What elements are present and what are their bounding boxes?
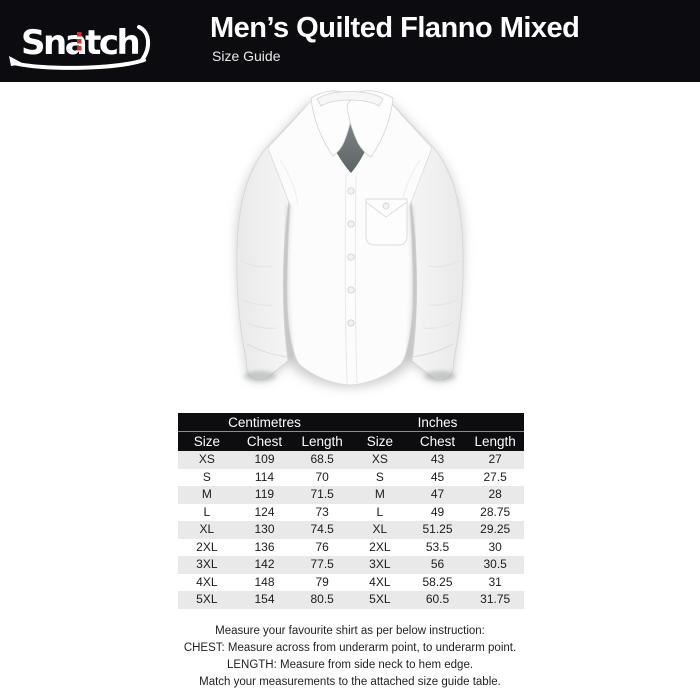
logo-swoosh-icon: [9, 25, 150, 70]
column-header: Length: [301, 434, 343, 449]
table-row: 5XL 154 80.5 5XL 60.5 31.75: [178, 591, 524, 609]
table-cell: XS: [371, 452, 388, 466]
table-cell: 114: [254, 469, 275, 484]
table-cell: 27: [488, 452, 502, 466]
table-cell: 2XL: [196, 539, 218, 554]
table-cell: 3XL: [196, 557, 218, 571]
table-row: XS 109 68.5 XS 43 27: [178, 451, 524, 469]
page-title: Men’s Quilted Flanno Mixed: [210, 12, 580, 44]
table-cell: 45: [430, 469, 445, 484]
table-column-header-row: Size Chest Length Size Chest Length: [178, 432, 524, 451]
table-cell: L: [203, 504, 211, 519]
table-cell: XL: [199, 522, 215, 536]
table-cell: M: [374, 487, 385, 501]
table-cell: 28.75: [480, 504, 511, 519]
table-row: 3XL 142 77.5 3XL 56 30.5: [178, 556, 524, 574]
measuring-instructions: Measure your favourite shirt as per belo…: [0, 623, 700, 691]
table-cell: S: [202, 469, 211, 484]
table-cell: 30.5: [483, 557, 507, 571]
table-cell: 2XL: [369, 539, 391, 554]
table-row: 4XL 148 79 4XL 58.25 31: [178, 573, 524, 591]
table-cell: 80.5: [310, 592, 334, 606]
table-cell: 47: [430, 487, 445, 501]
table-cell: 76: [315, 539, 329, 554]
table-cell: 119: [254, 487, 275, 501]
table-cell: 5XL: [196, 592, 218, 606]
column-header: Length: [474, 434, 516, 449]
table-cell: 4XL: [369, 574, 391, 589]
table-cell: XS: [198, 452, 215, 466]
table-cell: 58.25: [422, 574, 453, 589]
table-unit-header-row: Centimetres Inches: [178, 413, 524, 432]
table-cell: M: [201, 487, 212, 501]
table-cell: 124: [254, 504, 275, 519]
table-cell: 79: [315, 574, 329, 589]
size-table-body: XS 109 68.5 XS 43 27 S 114 70 S 45 27.5 M 119 71.5 M 47 2…: [178, 451, 524, 609]
table-cell: 73: [315, 504, 329, 519]
title-block: Men’s Quilted Flanno Mixed Size Guide: [210, 11, 580, 64]
header-bar: Snatch Men’s Quilted Flanno Mixed Size G…: [0, 0, 700, 82]
shirt-buttons: [347, 187, 355, 327]
table-cell: 30: [488, 539, 502, 554]
size-guide-table: Centimetres Inches Size Chest Length Siz…: [178, 413, 524, 609]
table-cell: 56: [430, 557, 445, 571]
table-cell: 136: [254, 539, 275, 554]
table-cell: 4XL: [196, 574, 218, 589]
table-cell: 31: [488, 574, 502, 589]
table-cell: 31.75: [480, 592, 511, 606]
column-header: Size: [193, 434, 220, 449]
column-header: Chest: [419, 434, 456, 449]
shirt-placket: [344, 174, 358, 384]
table-row: S 114 70 S 45 27.5: [178, 468, 524, 486]
unit-header-inches: Inches: [417, 415, 458, 430]
table-cell: 53.5: [425, 539, 450, 554]
table-cell: 27.5: [483, 469, 507, 484]
table-cell: L: [376, 504, 384, 519]
table-cell: 43: [430, 452, 445, 466]
shirt-pocket: [365, 198, 408, 246]
logo-red-dots-icon: [77, 32, 82, 51]
page-subtitle: Size Guide: [212, 48, 281, 64]
table-cell: 28: [488, 487, 502, 501]
table-cell: 51.25: [422, 522, 453, 536]
table-cell: 130: [254, 522, 275, 536]
instruction-line: CHEST: Measure across from underarm poin…: [183, 642, 517, 654]
unit-header-centimetres: Centimetres: [228, 415, 301, 430]
table-cell: 3XL: [369, 557, 391, 571]
instruction-line: Measure your favourite shirt as per belo…: [215, 625, 485, 637]
table-row: XL 130 74.5 XL 51.25 29.25: [178, 521, 524, 539]
shirt-illustration: [236, 90, 464, 387]
column-header: Size: [366, 434, 393, 449]
table-cell: 49: [430, 504, 445, 519]
table-cell: 109: [254, 452, 275, 466]
table-cell: XL: [372, 522, 388, 536]
table-cell: 70: [315, 469, 329, 484]
table-cell: S: [375, 469, 384, 484]
table-cell: 60.5: [425, 592, 450, 606]
table-row: L 124 73 L 49 28.75: [178, 503, 524, 521]
table-cell: 5XL: [369, 592, 391, 606]
shirt-collar: [310, 90, 394, 173]
table-cell: 71.5: [310, 487, 334, 501]
table-cell: 142: [254, 557, 275, 571]
table-cell: 154: [254, 592, 275, 606]
table-cell: 74.5: [310, 522, 334, 536]
table-cell: 29.25: [480, 522, 511, 536]
column-header: Chest: [246, 434, 283, 449]
table-cell: 148: [254, 574, 275, 589]
brand-logo: Snatch: [9, 23, 150, 70]
instruction-line: LENGTH: Measure from side neck to hem ed…: [226, 659, 474, 671]
table-row: M 119 71.5 M 47 28: [178, 486, 524, 504]
table-cell: 68.5: [310, 452, 334, 466]
table-row: 2XL 136 76 2XL 53.5 30: [178, 538, 524, 556]
table-cell: 77.5: [310, 557, 334, 571]
instruction-line: Match your measurements to the attached …: [199, 676, 501, 688]
